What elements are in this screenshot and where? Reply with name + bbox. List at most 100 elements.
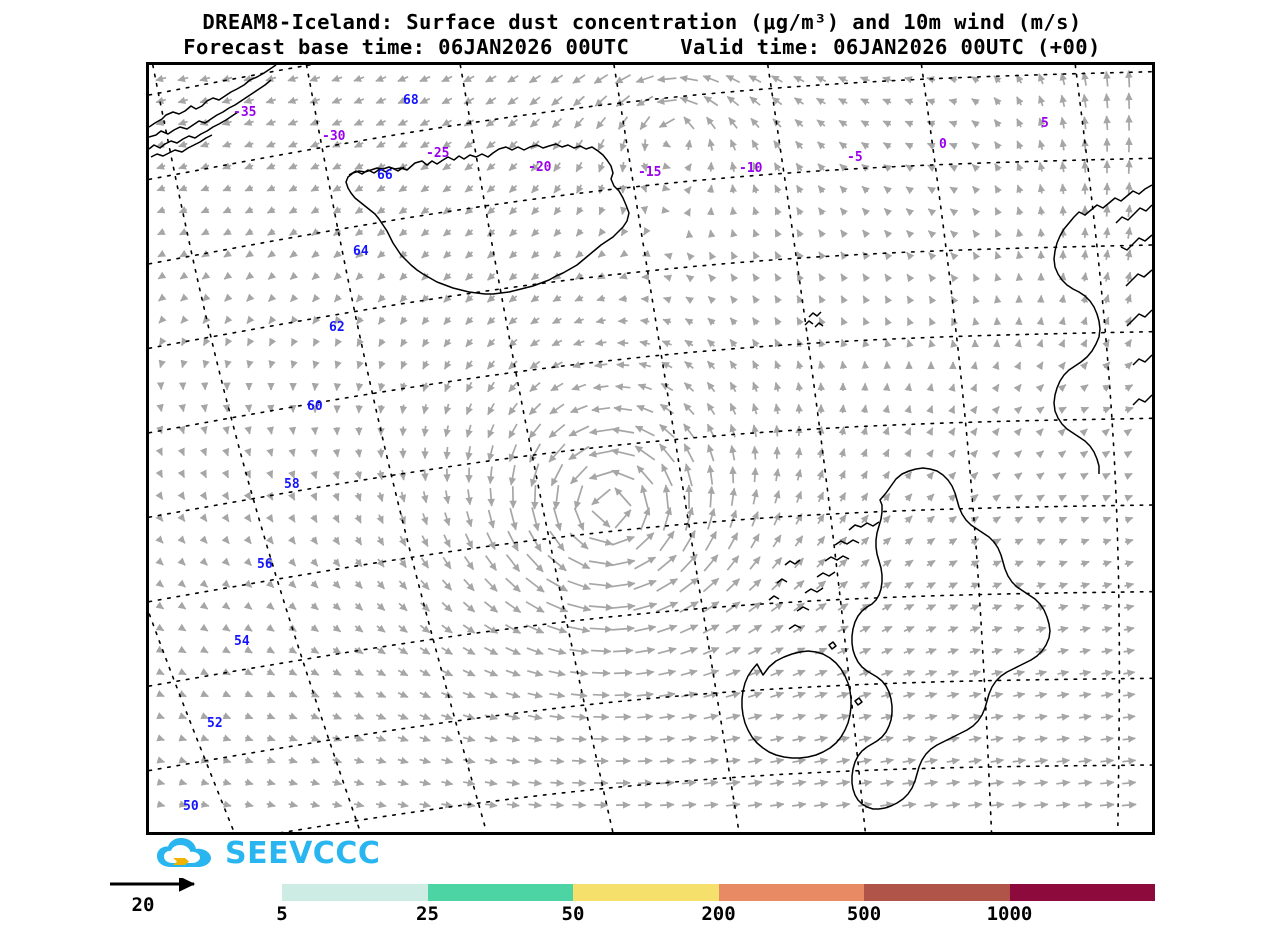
wind-arrow	[930, 340, 932, 346]
wind-arrow	[267, 143, 276, 147]
wind-arrow	[748, 804, 762, 806]
wind-arrow	[223, 187, 231, 190]
wind-arrow	[161, 407, 162, 412]
wind-arrow	[929, 231, 934, 235]
wind-arrow	[1013, 760, 1026, 762]
wind-arrow	[420, 782, 431, 784]
wind-arrow	[595, 364, 608, 366]
wind-arrow	[225, 319, 229, 324]
wind-arrow	[818, 186, 823, 192]
latitude-label: 58	[284, 477, 300, 492]
wind-arrow	[905, 583, 914, 588]
wind-arrow	[730, 361, 736, 369]
wind-arrow	[203, 583, 208, 587]
wind-arrow	[420, 77, 430, 82]
wind-arrow	[662, 464, 672, 486]
wind-arrow	[549, 444, 565, 462]
wind-arrow	[401, 340, 405, 347]
wind-arrow	[659, 716, 674, 718]
wind-arrow	[1127, 295, 1130, 304]
wind-arrow	[532, 507, 538, 530]
wind-arrow	[841, 493, 846, 502]
wind-arrow	[884, 209, 889, 214]
wind-arrow	[733, 185, 734, 193]
wind-arrow	[838, 604, 848, 610]
wind-arrow	[753, 361, 757, 369]
wind-arrow	[506, 578, 521, 592]
wind-arrow	[752, 140, 758, 150]
wind-arrow	[973, 208, 977, 213]
wind-arrow	[1102, 606, 1111, 608]
wind-arrow	[314, 472, 316, 479]
wind-arrow	[401, 318, 406, 325]
wind-arrow	[589, 606, 613, 608]
wind-arrow	[467, 404, 472, 415]
wind-arrow	[1038, 407, 1044, 411]
wind-arrow	[703, 76, 719, 82]
wind-arrow	[509, 318, 517, 324]
wind-arrow	[1056, 782, 1069, 784]
wind-arrow	[611, 450, 634, 456]
wind-arrow	[972, 99, 979, 103]
wind-arrow	[247, 319, 251, 324]
wind-arrow	[1101, 760, 1114, 761]
wind-arrow	[885, 472, 889, 479]
wind-arrow	[907, 231, 912, 236]
wind-arrow	[1079, 738, 1091, 740]
wind-arrow	[819, 492, 824, 502]
wind-arrow	[972, 143, 978, 148]
wind-arrow	[313, 516, 317, 523]
wind-arrow	[332, 121, 341, 125]
wind-arrow	[550, 738, 564, 740]
wind-arrow	[1081, 518, 1088, 521]
wind-arrow	[1035, 738, 1047, 740]
wind-arrow	[970, 672, 981, 675]
wind-arrow	[270, 362, 272, 368]
wind-arrow	[950, 144, 957, 147]
wind-arrow	[267, 693, 274, 696]
wind-arrow	[1102, 650, 1113, 652]
wind-arrow	[927, 583, 936, 588]
wind-arrow	[770, 804, 784, 806]
wind-arrow	[267, 715, 275, 718]
wind-arrow	[310, 99, 320, 103]
wind-arrow	[311, 715, 319, 718]
wind-arrow	[526, 602, 544, 612]
wind-arrow	[593, 695, 609, 696]
wind-arrow	[1016, 473, 1022, 477]
wind-arrow	[202, 605, 207, 609]
wind-arrow	[1085, 161, 1086, 172]
wind-arrow	[179, 209, 186, 212]
wind-arrow	[181, 539, 185, 543]
wind-arrow	[973, 252, 976, 258]
wind-arrow	[443, 557, 451, 568]
wind-arrow	[1035, 694, 1046, 696]
wind-arrow	[842, 449, 845, 458]
wind-arrow	[793, 693, 806, 697]
wind-arrow	[526, 578, 544, 592]
wind-arrow	[771, 648, 783, 654]
wind-arrow	[528, 760, 541, 762]
wind-arrow	[180, 253, 186, 257]
wind-arrow	[1062, 318, 1064, 325]
wind-arrow	[589, 584, 613, 587]
wind-arrow	[797, 208, 801, 215]
wind-arrow	[682, 804, 696, 805]
wind-arrow	[313, 538, 318, 544]
wind-arrow	[313, 340, 316, 346]
wind-arrow	[248, 472, 251, 478]
wind-arrow	[354, 760, 363, 763]
wind-arrow	[510, 208, 517, 215]
wind-arrow	[1123, 672, 1134, 674]
wind-arrow	[842, 340, 844, 347]
wind-arrow	[837, 760, 850, 763]
wind-arrow	[1103, 408, 1110, 411]
wind-arrow	[1036, 628, 1046, 631]
wind-arrow	[704, 97, 718, 106]
wind-arrow	[506, 670, 520, 675]
wind-arrow	[1102, 628, 1112, 630]
wind-arrow	[333, 671, 341, 675]
wind-arrow	[550, 716, 565, 718]
wind-arrow	[749, 580, 760, 591]
wind-arrow	[636, 426, 655, 436]
